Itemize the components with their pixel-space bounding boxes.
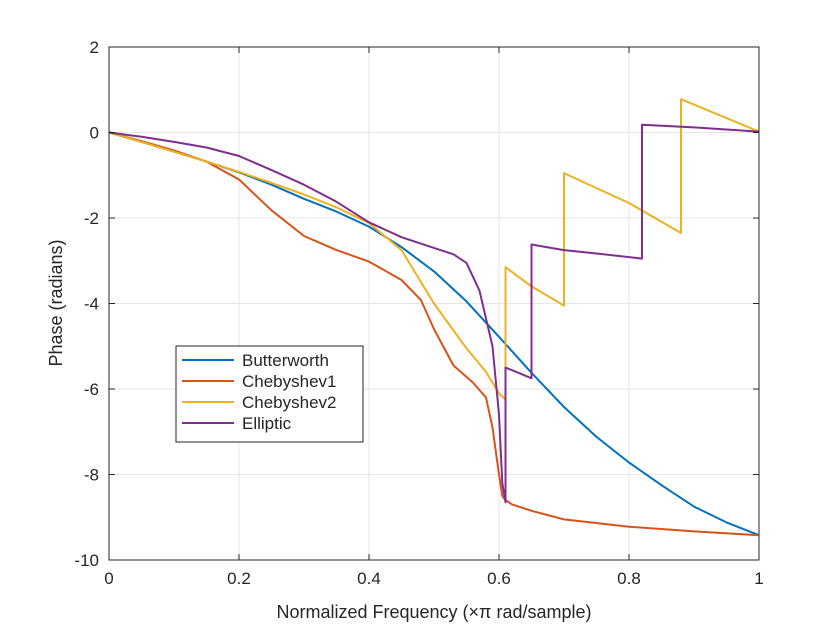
x-tick-label: 0 — [104, 569, 113, 588]
legend-label-elliptic: Elliptic — [242, 414, 292, 433]
ticks: 0 0.2 0.4 0.6 0.8 1 -10 -8 -6 -4 -2 0 2 — [74, 38, 763, 588]
legend-label-chebyshev1: Chebyshev1 — [242, 372, 337, 391]
x-axis-label: Normalized Frequency (×π rad/sample) — [276, 602, 591, 622]
x-tick-label: 0.4 — [357, 569, 381, 588]
y-tick-label: -4 — [84, 295, 99, 314]
y-tick-label: -2 — [84, 209, 99, 228]
series-line-chebyshev1 — [108, 131, 760, 537]
x-tick-label: 1 — [754, 569, 763, 588]
x-tick-label: 0.6 — [487, 569, 511, 588]
series-lines — [108, 98, 760, 537]
x-tick-label: 0.8 — [617, 569, 641, 588]
legend-label-butterworth: Butterworth — [242, 351, 329, 370]
y-tick-label: 0 — [90, 124, 99, 143]
legend: Butterworth Chebyshev1 Chebyshev2 Elliptic — [175, 345, 364, 443]
y-axis-label: Phase (radians) — [46, 239, 66, 366]
legend-box — [175, 345, 364, 443]
y-tick-label: 2 — [90, 38, 99, 57]
y-tick-label: -10 — [74, 551, 99, 570]
series-line-chebyshev2 — [108, 98, 760, 401]
y-tick-label: -6 — [84, 380, 99, 399]
series-line-elliptic — [108, 123, 760, 504]
legend-label-chebyshev2: Chebyshev2 — [242, 393, 337, 412]
y-tick-label: -8 — [84, 466, 99, 485]
x-tick-label: 0.2 — [227, 569, 251, 588]
